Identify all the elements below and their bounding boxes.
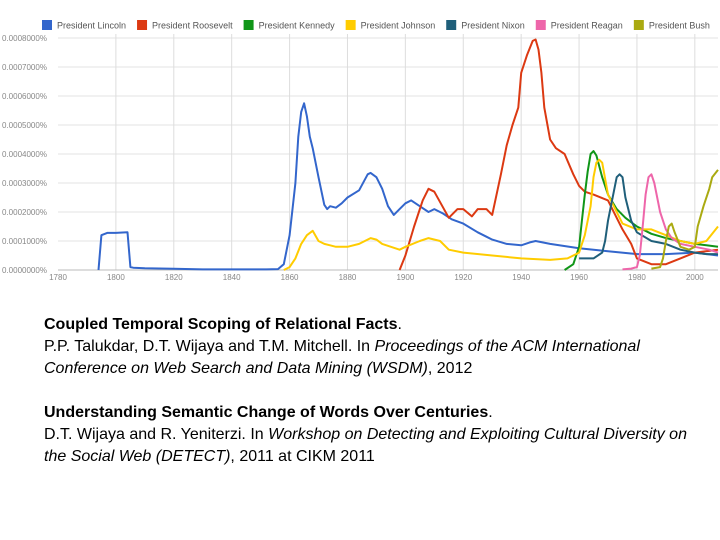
chart-series [97, 38, 719, 271]
legend-item[interactable]: President Reagan [535, 20, 623, 31]
legend-swatch [535, 20, 546, 30]
legend-label: President Reagan [551, 21, 623, 31]
y-tick-label: 0.0008000% [2, 34, 47, 43]
y-tick-label: 0.0004000% [2, 150, 47, 159]
x-tick-label: 1920 [454, 273, 472, 282]
y-axis: 0.0000000% 0.0001000% 0.0002000% 0.0003000%… [2, 34, 47, 275]
y-tick-label: 0.0000000% [2, 266, 47, 275]
references: Coupled Temporal Scoping of Relational F… [44, 314, 694, 490]
ngram-chart: President Lincoln President Roosevelt Pres… [2, 20, 719, 282]
legend-swatch [633, 20, 644, 30]
legend-swatch [243, 20, 254, 30]
x-tick-label: 1960 [570, 273, 588, 282]
y-tick-label: 0.0003000% [2, 179, 47, 188]
reference-citation: D.T. Wijaya and R. Yeniterzi. In Worksho… [44, 426, 687, 465]
legend-label: President Bush [649, 21, 710, 31]
legend-swatch [137, 20, 148, 30]
legend-item[interactable]: President Bush [633, 20, 710, 31]
series-line-president-bush [651, 169, 719, 270]
legend-item[interactable]: President Roosevelt [137, 20, 233, 31]
y-tick-label: 0.0002000% [2, 208, 47, 217]
legend-label: President Johnson [361, 21, 436, 31]
legend-swatch [345, 20, 356, 30]
legend-item[interactable]: President Kennedy [243, 20, 336, 31]
x-tick-label: 1780 [49, 273, 67, 282]
chart-grid [58, 34, 718, 271]
reference-1: Coupled Temporal Scoping of Relational F… [44, 314, 694, 380]
y-tick-label: 0.0007000% [2, 63, 47, 72]
y-tick-label: 0.0005000% [2, 121, 47, 130]
x-tick-label: 1900 [396, 273, 414, 282]
legend-item[interactable]: President Nixon [446, 20, 525, 31]
series-line-president-johnson [283, 158, 719, 271]
x-tick-label: 2000 [686, 273, 704, 282]
legend-label: President Kennedy [259, 21, 336, 31]
y-tick-label: 0.0006000% [2, 92, 47, 101]
legend-item[interactable]: President Johnson [345, 20, 436, 31]
x-axis: 1780 1800 1820 1840 1860 1880 1900 1920 1940 1960… [49, 273, 704, 282]
legend-label: President Nixon [461, 21, 525, 31]
series-line-president-lincoln [97, 102, 719, 271]
x-tick-label: 1800 [107, 273, 125, 282]
reference-citation: P.P. Talukdar, D.T. Wijaya and T.M. Mitc… [44, 338, 640, 377]
x-tick-label: 1940 [512, 273, 530, 282]
y-tick-label: 0.0001000% [2, 237, 47, 246]
reference-title: Coupled Temporal Scoping of Relational F… [44, 316, 402, 333]
series-line-president-roosevelt [398, 38, 719, 271]
reference-venue: Workshop on Detecting and Exploiting Cul… [44, 426, 687, 465]
x-tick-label: 1860 [281, 273, 299, 282]
legend-label: President Roosevelt [152, 21, 233, 31]
reference-venue: Proceedings of the ACM International Con… [44, 338, 640, 377]
x-tick-label: 1820 [165, 273, 183, 282]
series-line-president-reagan [622, 173, 719, 271]
reference-title: Understanding Semantic Change of Words O… [44, 404, 493, 421]
x-tick-label: 1980 [628, 273, 646, 282]
chart-legend: President Lincoln President Roosevelt Pres… [42, 20, 710, 31]
x-tick-label: 1840 [223, 273, 241, 282]
reference-2: Understanding Semantic Change of Words O… [44, 402, 694, 468]
legend-label: President Lincoln [57, 21, 126, 31]
legend-swatch [42, 20, 52, 30]
legend-swatch [446, 20, 457, 30]
series-line-president-nixon [579, 173, 718, 260]
x-tick-label: 1880 [339, 273, 357, 282]
legend-item[interactable]: President Lincoln [42, 20, 126, 31]
